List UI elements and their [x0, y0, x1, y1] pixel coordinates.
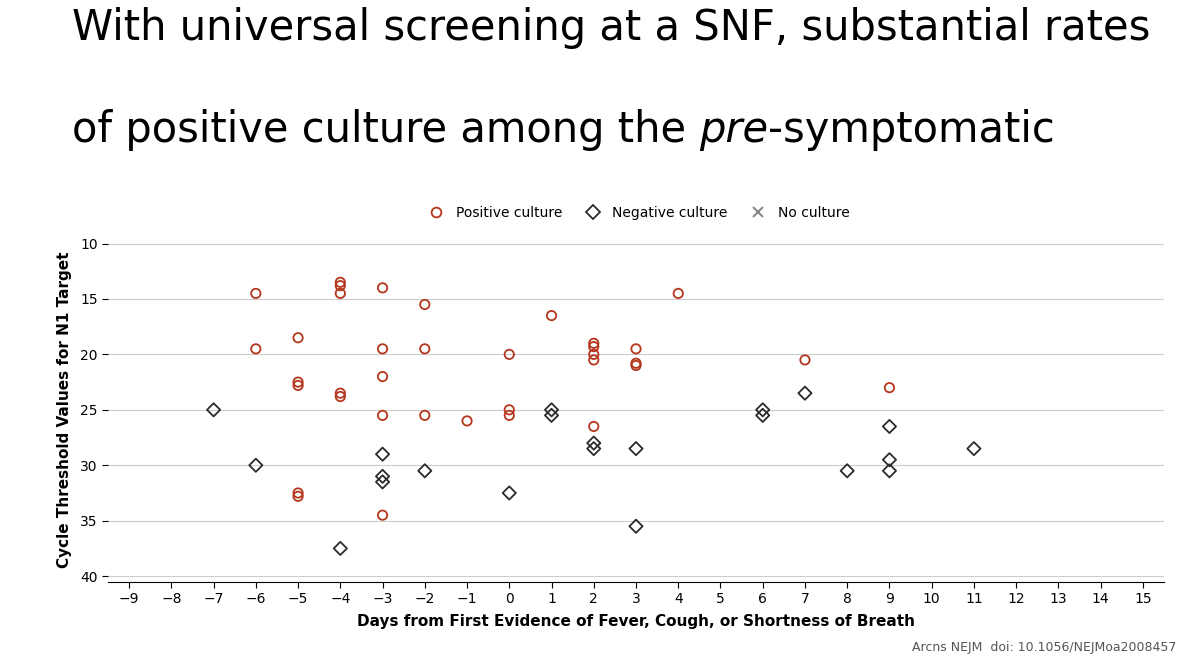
- Point: [331, 280, 350, 291]
- Point: [288, 332, 307, 343]
- Point: [965, 444, 984, 454]
- X-axis label: Days from First Evidence of Fever, Cough, or Shortness of Breath: Days from First Evidence of Fever, Cough…: [358, 615, 916, 629]
- Point: [626, 444, 646, 454]
- Point: [584, 355, 604, 366]
- Point: [626, 344, 646, 354]
- Point: [880, 465, 899, 476]
- Point: [457, 416, 476, 426]
- Point: [626, 358, 646, 369]
- Point: [373, 510, 392, 520]
- Point: [626, 360, 646, 371]
- Point: [331, 391, 350, 402]
- Point: [499, 410, 518, 420]
- Text: pre: pre: [700, 109, 768, 151]
- Point: [415, 299, 434, 310]
- Text: With universal screening at a SNF, substantial rates: With universal screening at a SNF, subst…: [72, 7, 1151, 49]
- Point: [288, 491, 307, 502]
- Text: of positive culture among the: of positive culture among the: [72, 109, 700, 151]
- Point: [331, 388, 350, 399]
- Point: [246, 344, 265, 354]
- Point: [542, 310, 562, 321]
- Point: [796, 355, 815, 366]
- Point: [246, 460, 265, 471]
- Point: [415, 465, 434, 476]
- Point: [373, 477, 392, 487]
- Point: [584, 338, 604, 348]
- Point: [331, 543, 350, 554]
- Point: [373, 371, 392, 382]
- Point: [499, 349, 518, 360]
- Point: [584, 438, 604, 448]
- Point: [288, 488, 307, 498]
- Point: [204, 405, 223, 415]
- Point: [373, 410, 392, 420]
- Point: [1049, 355, 1068, 366]
- Point: [584, 341, 604, 352]
- Point: [373, 449, 392, 459]
- Point: [288, 380, 307, 391]
- Point: [331, 277, 350, 288]
- Point: [373, 471, 392, 482]
- Point: [499, 488, 518, 498]
- Point: [499, 405, 518, 415]
- Point: [415, 410, 434, 420]
- Point: [415, 344, 434, 354]
- Point: [796, 388, 815, 399]
- Point: [626, 521, 646, 531]
- Legend: Positive culture, Negative culture, No culture: Positive culture, Negative culture, No c…: [418, 200, 854, 225]
- Point: [584, 421, 604, 432]
- Point: [668, 288, 688, 299]
- Point: [880, 454, 899, 465]
- Point: [880, 382, 899, 393]
- Point: [246, 288, 265, 299]
- Point: [880, 421, 899, 432]
- Point: [584, 444, 604, 454]
- Point: [373, 282, 392, 293]
- Point: [331, 288, 350, 299]
- Point: [542, 410, 562, 420]
- Point: [373, 344, 392, 354]
- Point: [838, 465, 857, 476]
- Point: [754, 410, 773, 420]
- Text: -symptomatic: -symptomatic: [768, 109, 1055, 151]
- Text: Arcns NEJM  doi: 10.1056/NEJMoa2008457: Arcns NEJM doi: 10.1056/NEJMoa2008457: [912, 641, 1176, 654]
- Point: [542, 405, 562, 415]
- Point: [754, 405, 773, 415]
- Y-axis label: Cycle Threshold Values for N1 Target: Cycle Threshold Values for N1 Target: [56, 252, 72, 568]
- Point: [288, 377, 307, 387]
- Point: [584, 349, 604, 360]
